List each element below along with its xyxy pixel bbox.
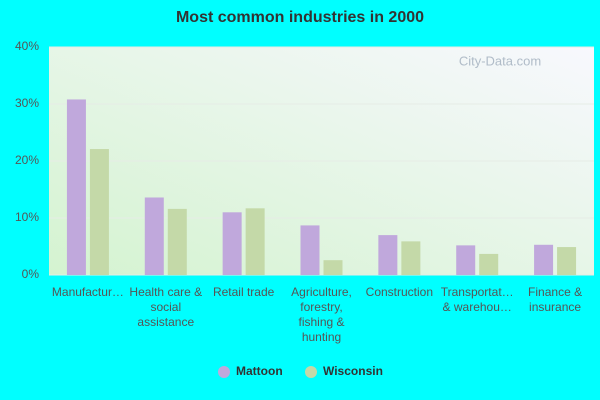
bar — [300, 225, 320, 275]
watermark: City-Data.com — [459, 53, 541, 68]
legend-marker — [218, 366, 230, 378]
y-tick-label: 20% — [15, 153, 39, 167]
bar — [323, 260, 343, 275]
y-tick-label: 40% — [15, 39, 39, 53]
x-tick-label: Manufactur… — [51, 285, 124, 299]
x-tick-label: Finance & insurance — [528, 285, 583, 314]
bar — [89, 149, 109, 275]
chart-title: Most common industries in 2000 — [176, 9, 424, 26]
bar — [378, 235, 398, 275]
legend-marker — [305, 366, 317, 378]
x-tick-label: Transportat… & warehou… — [440, 285, 514, 314]
legend-label: Wisconsin — [323, 364, 383, 378]
bar — [144, 197, 164, 275]
y-tick-label: 0% — [22, 267, 40, 281]
legend-label: Mattoon — [236, 364, 283, 378]
x-tick-label: Agriculture, forestry, fishing & hunting — [291, 285, 352, 344]
bar — [245, 208, 265, 275]
bar — [557, 247, 577, 275]
bar — [66, 99, 86, 275]
bar — [456, 245, 476, 275]
y-tick-label: 30% — [15, 96, 39, 110]
x-tick-label: Health care & social assistance — [129, 285, 203, 329]
bar — [167, 208, 187, 275]
y-tick-label: 10% — [15, 210, 39, 224]
bar — [534, 244, 554, 275]
x-tick-label: Construction — [365, 285, 434, 299]
bar — [401, 241, 421, 275]
bar — [479, 253, 499, 275]
bar — [222, 212, 242, 275]
x-tick-label: Retail trade — [212, 285, 275, 299]
